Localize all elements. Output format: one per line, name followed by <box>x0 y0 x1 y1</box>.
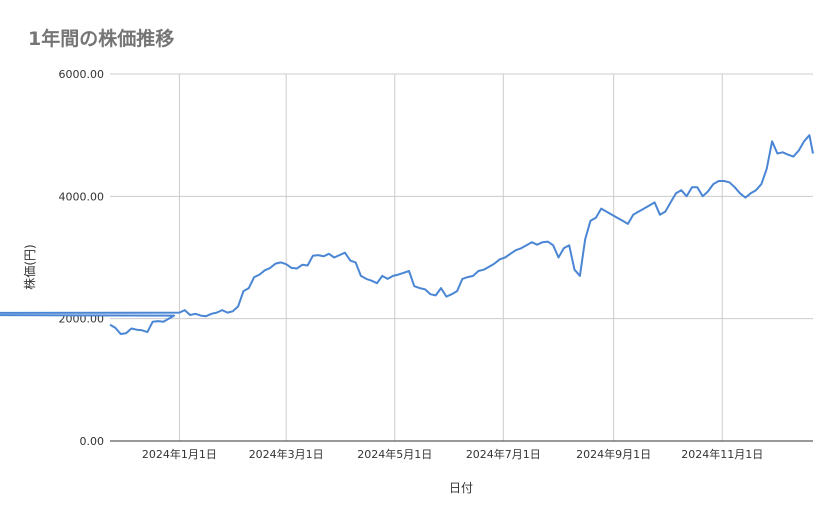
label-layer: 株価(円) 日付 <box>22 244 473 495</box>
x-tick-label: 2024年11月1日 <box>681 447 763 461</box>
grid-layer <box>110 73 813 442</box>
y-tick-label: 0.00 <box>80 435 105 448</box>
y-tick-label: 4000.00 <box>59 190 105 203</box>
chart-title: 1年間の株価推移 <box>28 28 175 50</box>
x-tick-label: 2024年5月1日 <box>357 447 432 461</box>
x-tick-label: 2024年3月1日 <box>249 447 324 461</box>
x-tick-label: 2024年9月1日 <box>576 447 651 461</box>
series-layer <box>0 134 814 335</box>
x-tick-label: 2024年7月1日 <box>466 447 541 461</box>
x-tick-label: 2024年1月1日 <box>142 447 217 461</box>
x-axis-label: 日付 <box>449 481 473 495</box>
y-axis-label: 株価(円) <box>22 244 37 289</box>
y-tick-label: 6000.00 <box>59 68 105 81</box>
series-line <box>0 134 814 335</box>
